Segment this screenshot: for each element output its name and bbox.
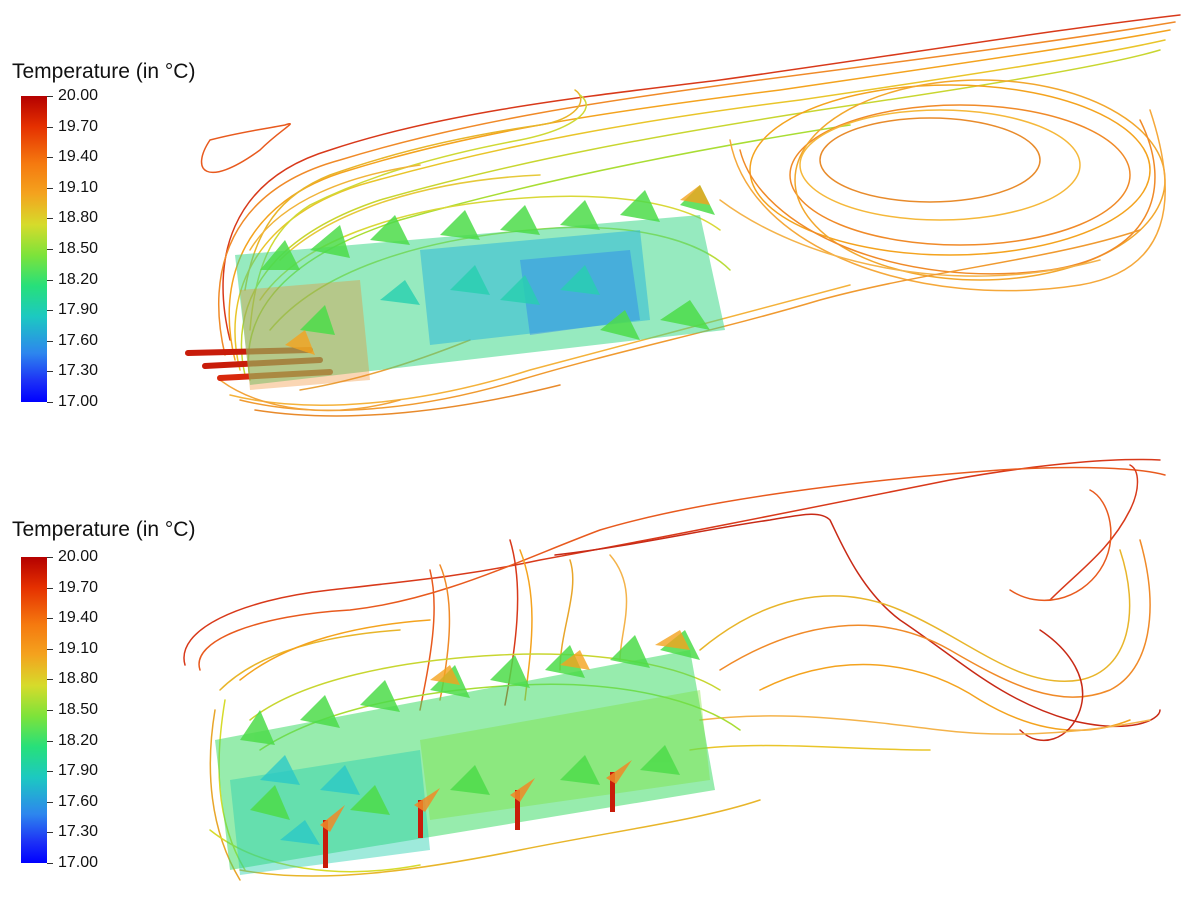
streamline-render-bottom: [183, 458, 1166, 881]
tick-label: 17.60: [58, 331, 99, 349]
tick-label: 18.50: [58, 701, 99, 718]
streamline-render-top: [185, 14, 1181, 417]
tick-label: 19.10: [58, 178, 99, 196]
simulation-panel-top: Temperature (in °C) 20.00 19.70 19.40 19…: [12, 14, 1181, 417]
tick-label: 19.40: [58, 148, 99, 166]
tick-label: 17.90: [58, 762, 99, 780]
tick-label: 17.60: [58, 792, 99, 810]
tick-label: 19.70: [58, 578, 99, 596]
tick-label: 17.00: [58, 854, 99, 871]
tick-label: 18.50: [58, 240, 99, 257]
tick-label: 18.20: [58, 731, 99, 749]
simulation-panel-bottom: Temperature (in °C) 20.00 19.70 19.40 19…: [0, 450, 1203, 900]
tick-label: 18.20: [58, 270, 99, 288]
tick-label: 20.00: [58, 87, 99, 104]
tick-label: 17.30: [58, 362, 99, 380]
legend-title: Temperature (in °C): [12, 60, 196, 83]
tick-label: 17.90: [58, 301, 99, 319]
legend-title: Temperature (in °C): [12, 518, 196, 541]
tick-label: 19.40: [58, 609, 99, 627]
temperature-colorbar: [21, 96, 47, 402]
tick-label: 17.30: [58, 823, 99, 841]
tick-label: 20.00: [58, 548, 99, 565]
tick-label: 18.80: [58, 209, 99, 227]
tick-label: 19.10: [58, 639, 99, 657]
tick-label: 17.00: [58, 393, 99, 410]
tick-label: 19.70: [58, 117, 99, 135]
temperature-colorbar: [21, 557, 47, 863]
tick-label: 18.80: [58, 670, 99, 688]
